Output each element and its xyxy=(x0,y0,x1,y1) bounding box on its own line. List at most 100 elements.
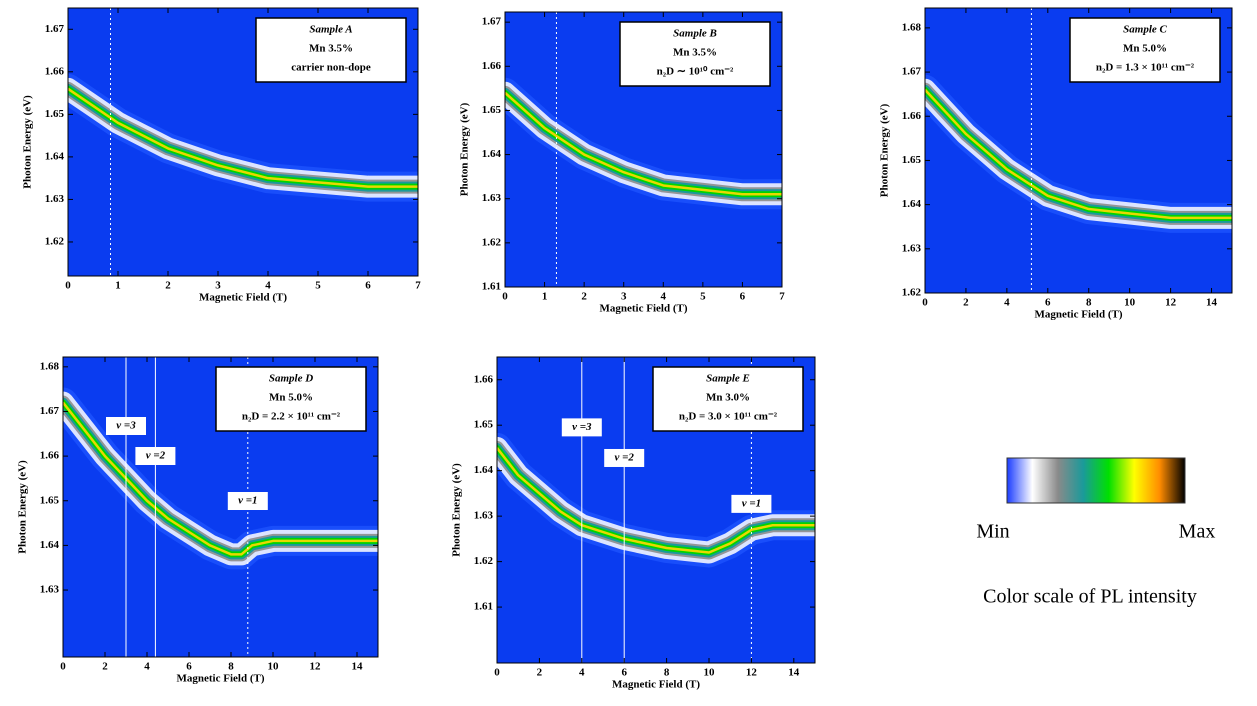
filling-factor-box xyxy=(604,448,645,467)
annotation-line: Sample E xyxy=(706,373,750,385)
plot-frame xyxy=(496,356,816,664)
filling-factor-label: ν =2 xyxy=(614,452,634,464)
annotation-line: Mn 3.5% xyxy=(309,43,353,55)
x-tick-label: 1 xyxy=(115,280,121,292)
x-tick-label: 14 xyxy=(1206,297,1218,309)
x-tick-label: 5 xyxy=(700,291,706,303)
y-tick-label: 1.61 xyxy=(474,601,493,613)
y-tick-label: 1.67 xyxy=(482,16,502,28)
x-tick-label: 4 xyxy=(1004,297,1010,309)
y-tick-label: 1.65 xyxy=(474,419,494,431)
annotation-box xyxy=(1069,17,1221,83)
y-axis-label: Photon Energy (eV) xyxy=(879,103,891,197)
y-axis-label: Photon Energy (eV) xyxy=(17,460,29,554)
colorbar-caption: Color scale of PL intensity xyxy=(983,586,1197,608)
ridge-line xyxy=(68,87,418,188)
annotation-line: n₂D = 1.3 × 10¹¹ cm⁻² xyxy=(1096,62,1195,74)
filling-factor-box xyxy=(106,417,146,435)
y-tick-label: 1.62 xyxy=(482,236,502,248)
plot-frame xyxy=(504,11,783,288)
x-tick-label: 14 xyxy=(352,661,364,673)
x-tick-label: 12 xyxy=(746,667,758,679)
annotation-line: Mn 5.0% xyxy=(269,392,313,404)
y-tick-label: 1.65 xyxy=(45,108,65,120)
y-tick-label: 1.62 xyxy=(902,287,922,299)
plot-frame xyxy=(924,7,1233,294)
x-tick-label: 12 xyxy=(310,661,322,673)
y-tick-label: 1.67 xyxy=(40,405,60,417)
y-axis-label: Photon Energy (eV) xyxy=(459,102,471,196)
y-tick-label: 1.66 xyxy=(902,110,922,122)
x-tick-label: 1 xyxy=(542,291,548,303)
y-tick-label: 1.66 xyxy=(474,373,494,385)
annotation-box xyxy=(652,366,804,432)
filling-factor-box xyxy=(561,418,602,437)
annotation-line: n₂D ∼ 10¹⁰ cm⁻² xyxy=(657,66,734,78)
ridge-line xyxy=(63,401,378,556)
x-axis-label: Magnetic Field (T) xyxy=(612,679,700,691)
x-tick-label: 2 xyxy=(165,280,171,292)
y-tick-label: 1.62 xyxy=(45,235,65,247)
y-tick-label: 1.64 xyxy=(902,198,922,210)
y-tick-label: 1.64 xyxy=(474,464,494,476)
x-tick-label: 4 xyxy=(661,291,667,303)
y-tick-label: 1.64 xyxy=(45,150,65,162)
x-tick-label: 0 xyxy=(502,291,508,303)
x-tick-label: 3 xyxy=(621,291,627,303)
x-tick-label: 6 xyxy=(621,667,627,679)
filling-factor-label: ν =3 xyxy=(116,420,136,432)
filling-factor-box xyxy=(135,447,176,465)
x-tick-label: 4 xyxy=(579,667,585,679)
x-tick-label: 6 xyxy=(1045,297,1051,309)
plot-area xyxy=(925,8,1232,293)
filling-factor-label: ν =2 xyxy=(146,450,166,462)
colorbar xyxy=(1006,457,1186,504)
x-tick-label: 4 xyxy=(265,280,271,292)
x-tick-label: 10 xyxy=(1124,297,1136,309)
y-tick-label: 1.65 xyxy=(40,494,60,506)
filling-factor-label: ν =1 xyxy=(742,497,761,509)
plot-frame xyxy=(67,7,419,277)
x-tick-label: 8 xyxy=(664,667,670,679)
y-tick-label: 1.68 xyxy=(40,360,60,372)
x-tick-label: 2 xyxy=(581,291,587,303)
x-tick-label: 2 xyxy=(963,297,969,309)
x-tick-label: 8 xyxy=(1086,297,1092,309)
x-axis-label: Magnetic Field (T) xyxy=(600,303,688,315)
x-tick-label: 0 xyxy=(65,280,71,292)
annotation-line: Sample C xyxy=(1123,24,1167,36)
y-tick-label: 1.63 xyxy=(474,510,494,522)
x-tick-label: 0 xyxy=(922,297,928,309)
x-tick-label: 0 xyxy=(60,661,66,673)
annotation-line: Mn 3.5% xyxy=(673,47,717,59)
x-tick-label: 6 xyxy=(365,280,371,292)
y-tick-label: 1.65 xyxy=(902,154,922,166)
x-tick-label: 2 xyxy=(102,661,108,673)
x-tick-label: 4 xyxy=(144,661,150,673)
x-tick-label: 7 xyxy=(779,291,785,303)
plot-area xyxy=(68,8,418,276)
x-tick-label: 3 xyxy=(215,280,221,292)
y-tick-label: 1.63 xyxy=(45,193,65,205)
x-tick-label: 6 xyxy=(740,291,746,303)
y-tick-label: 1.66 xyxy=(482,60,502,72)
y-axis-label: Photon Energy (eV) xyxy=(451,463,463,557)
y-tick-label: 1.61 xyxy=(482,281,501,293)
filling-factor-box xyxy=(731,494,772,513)
y-axis-label: Photon Energy (eV) xyxy=(22,95,34,189)
annotation-line: n₂D = 3.0 × 10¹¹ cm⁻² xyxy=(679,411,778,423)
y-tick-label: 1.63 xyxy=(40,584,60,596)
y-tick-label: 1.64 xyxy=(482,148,502,160)
x-axis-label: Magnetic Field (T) xyxy=(1035,309,1123,321)
annotation-line: Sample D xyxy=(269,373,313,385)
plot-area xyxy=(505,12,782,287)
x-tick-label: 2 xyxy=(537,667,543,679)
annotation-line: Mn 3.0% xyxy=(706,392,750,404)
annotation-box xyxy=(255,17,407,83)
annotation-line: Sample A xyxy=(309,24,352,36)
x-tick-label: 8 xyxy=(228,661,234,673)
filling-factor-box xyxy=(227,492,268,510)
filling-factor-label: ν =1 xyxy=(238,495,257,507)
y-tick-label: 1.67 xyxy=(902,66,922,78)
